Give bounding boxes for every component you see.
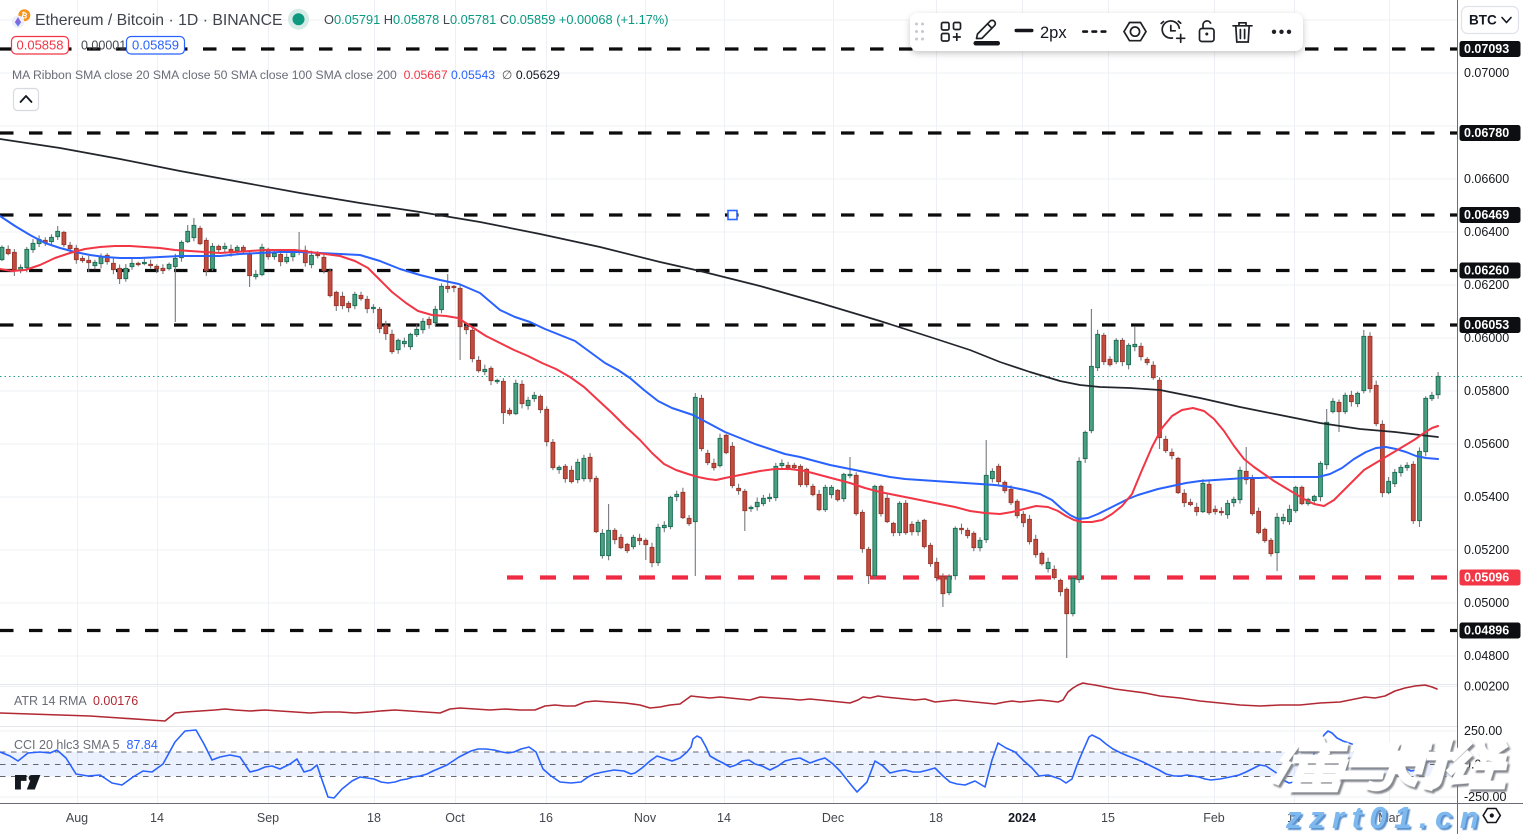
svg-text:14: 14 (1287, 811, 1301, 825)
svg-text:0.06780: 0.06780 (1464, 126, 1509, 140)
svg-text:2024: 2024 (1008, 811, 1036, 825)
svg-text:0.06000: 0.06000 (1464, 331, 1509, 345)
svg-text:BTC: BTC (1469, 13, 1497, 28)
svg-text:0.07093: 0.07093 (1464, 42, 1509, 56)
svg-text:14: 14 (717, 811, 731, 825)
svg-text:ATR 14 RMA 0.00176: ATR 14 RMA 0.00176 (14, 694, 138, 708)
svg-text:0.06200: 0.06200 (1464, 278, 1509, 292)
svg-text:0.07000: 0.07000 (1464, 66, 1509, 80)
svg-text:Mar: Mar (1378, 811, 1400, 825)
svg-text:2px: 2px (1040, 24, 1067, 42)
svg-text:0.05858: 0.05858 (17, 38, 64, 53)
svg-text:0.05400: 0.05400 (1464, 490, 1509, 504)
svg-text:0.04896: 0.04896 (1464, 624, 1509, 638)
svg-text:0.04800: 0.04800 (1464, 649, 1509, 663)
svg-text:0.06600: 0.06600 (1464, 172, 1509, 186)
svg-text:15: 15 (1101, 811, 1115, 825)
svg-text:Aug: Aug (66, 811, 88, 825)
svg-text:14: 14 (150, 811, 164, 825)
svg-text:0.06053: 0.06053 (1464, 318, 1509, 332)
svg-text:Ethereum / Bitcoin · 1D · BINA: Ethereum / Bitcoin · 1D · BINANCE (35, 12, 283, 29)
svg-text:Oct: Oct (445, 811, 465, 825)
svg-text:0.00200: 0.00200 (1464, 680, 1509, 694)
svg-text:0.06400: 0.06400 (1464, 225, 1509, 239)
svg-text:0.05200: 0.05200 (1464, 543, 1509, 557)
svg-text:0.05600: 0.05600 (1464, 437, 1509, 451)
svg-text:0.06260: 0.06260 (1464, 264, 1509, 278)
svg-text:-250.00: -250.00 (1464, 790, 1506, 804)
svg-text:zzrt01.cn: zzrt01.cn (1285, 800, 1486, 834)
svg-text:250.00: 250.00 (1464, 724, 1502, 738)
svg-text:18: 18 (367, 811, 381, 825)
svg-text:0.06469: 0.06469 (1464, 208, 1509, 222)
svg-text:CCI 20 hlc3 SMA 5 87.84: CCI 20 hlc3 SMA 5 87.84 (14, 738, 158, 752)
svg-text:0.05800: 0.05800 (1464, 384, 1509, 398)
svg-text:0.05859: 0.05859 (132, 38, 179, 53)
svg-text:0.00001: 0.00001 (81, 39, 126, 53)
svg-text:0.05096: 0.05096 (1464, 571, 1509, 585)
svg-text:MA Ribbon SMA close 20 SMA clo: MA Ribbon SMA close 20 SMA close 50 SMA … (12, 68, 560, 82)
svg-text:16: 16 (539, 811, 553, 825)
svg-text:₿: ₿ (20, 11, 29, 21)
svg-text:18: 18 (929, 811, 943, 825)
svg-text:0.05000: 0.05000 (1464, 596, 1509, 610)
svg-text:O0.05791 H0.05878 L0.05781 C0.: O0.05791 H0.05878 L0.05781 C0.05859 +0.0… (324, 12, 668, 27)
svg-text:Nov: Nov (634, 811, 657, 825)
svg-text:Feb: Feb (1203, 811, 1225, 825)
svg-text:Sep: Sep (257, 811, 279, 825)
svg-text:Dec: Dec (822, 811, 844, 825)
